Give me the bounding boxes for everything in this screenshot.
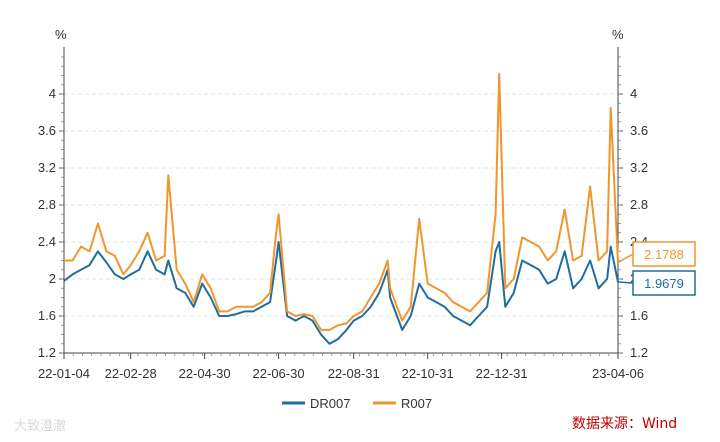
- y-tick-label-left: 3.6: [38, 123, 56, 138]
- legend[interactable]: DR007 R007: [282, 396, 432, 411]
- x-tick-label: 22-02-28: [105, 366, 157, 381]
- series-lines: [63, 72, 619, 345]
- watermark: 大致澄澈: [14, 418, 66, 434]
- badge-value-dr007: 1.9679: [644, 276, 684, 291]
- legend-label-dr007: DR007: [310, 396, 350, 411]
- legend-item-dr007[interactable]: DR007: [282, 396, 350, 411]
- series-line-dr007: [63, 241, 619, 345]
- y-tick-label-right: 3.6: [630, 123, 648, 138]
- y-tick-label-right: 2.8: [630, 197, 648, 212]
- x-tick-label: 22-06-30: [253, 366, 305, 381]
- x-tick-label: 22-01-04: [38, 366, 90, 381]
- y-tick-label-left: 4: [49, 86, 56, 101]
- axes: 1.21.21.61.6222.42.42.82.83.23.23.63.644…: [38, 47, 648, 381]
- y-tick-label-right: 1.2: [630, 345, 648, 360]
- legend-item-r007[interactable]: R007: [373, 396, 432, 411]
- x-tick-label: 22-08-31: [328, 366, 380, 381]
- x-tick-label: 22-10-31: [402, 366, 454, 381]
- y-tick-label-left: 2: [49, 271, 56, 286]
- y-tick-label-right: 1.6: [630, 308, 648, 323]
- y-tick-label-left: 1.2: [38, 345, 56, 360]
- x-tick-label: 23-04-06: [592, 366, 644, 381]
- legend-label-r007: R007: [401, 396, 432, 411]
- badge-connector-r007: [617, 253, 634, 264]
- y-tick-label-right: 4: [630, 86, 637, 101]
- gridlines: [64, 93, 618, 354]
- y-tick-label-left: 2.4: [38, 234, 56, 249]
- y-tick-label-right: 3.2: [630, 160, 648, 175]
- source-note: 数据来源：Wind: [572, 416, 677, 432]
- y-tick-label-left: 2.8: [38, 197, 56, 212]
- series-line-r007: [64, 72, 619, 331]
- badge-connector-dr007: [617, 281, 634, 284]
- x-tick-label: 22-04-30: [179, 366, 231, 381]
- y-tick-label-left: 1.6: [38, 308, 56, 323]
- end-value-badges: 2.1788 1.9679: [617, 241, 696, 296]
- left-unit-label: %: [55, 27, 67, 42]
- badge-box-dr007: [632, 270, 696, 296]
- y-tick-label-left: 3.2: [38, 160, 56, 175]
- x-tick-label: 22-12-31: [476, 366, 528, 381]
- right-unit-label: %: [612, 27, 624, 42]
- badge-value-r007: 2.1788: [644, 247, 684, 262]
- badge-box-r007: [632, 241, 696, 267]
